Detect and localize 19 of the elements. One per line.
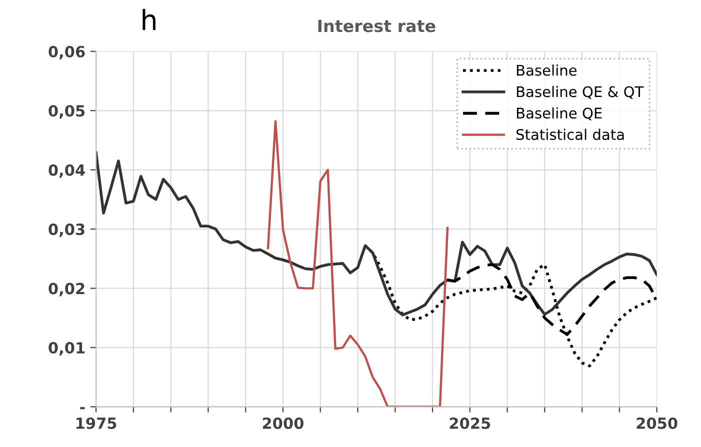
- line-series: [96, 151, 657, 316]
- legend-label: Baseline QE: [516, 107, 602, 120]
- y-tick-label: -: [80, 407, 85, 410]
- y-tick-label: 0,04: [48, 164, 85, 178]
- y-tick-label: 0,02: [48, 282, 84, 296]
- line-series: [266, 120, 449, 407]
- chart-title: Interest rate: [318, 20, 436, 32]
- legend-label: Baseline: [516, 64, 577, 76]
- x-tick-label: 2050: [636, 417, 678, 430]
- y-tick-label: 0,06: [48, 46, 85, 60]
- y-tick-label: 0,03: [48, 224, 84, 238]
- x-tick-label: 2000: [262, 417, 304, 430]
- legend-label: Baseline QE & QT: [516, 86, 644, 99]
- legend-label: Statistical data: [516, 128, 624, 140]
- x-tick-label: 1975: [76, 417, 116, 430]
- x-tick-label: 2025: [450, 417, 490, 430]
- text: h: [142, 8, 156, 30]
- y-tick-label: 0,01: [48, 342, 85, 356]
- y-tick-label: 0,05: [48, 105, 85, 119]
